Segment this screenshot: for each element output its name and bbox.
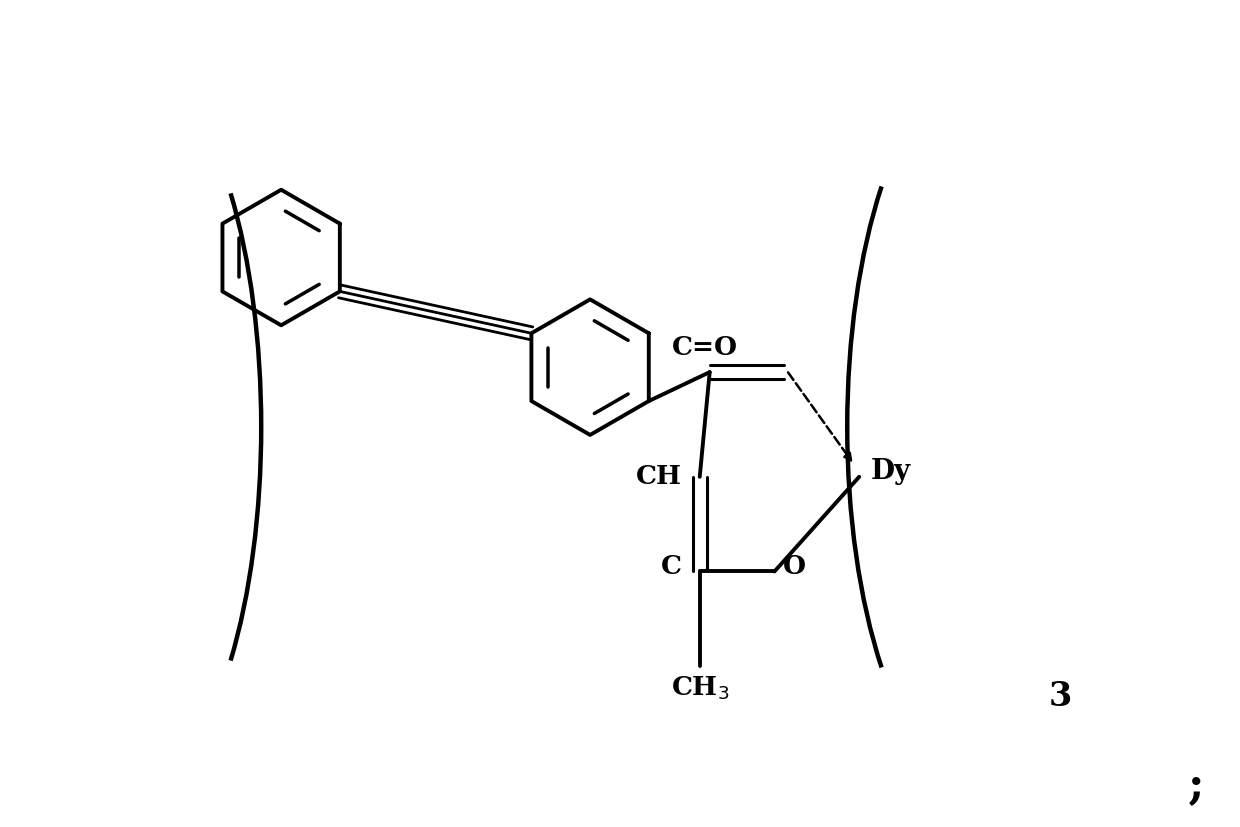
Text: O: O (782, 554, 806, 579)
Text: Dy: Dy (872, 458, 911, 485)
Text: 3: 3 (1049, 680, 1071, 713)
Text: CH: CH (636, 464, 682, 490)
Text: C: C (661, 554, 682, 579)
Text: ;: ; (1188, 764, 1204, 807)
Text: CH$_3$: CH$_3$ (671, 674, 729, 701)
Text: C=O: C=O (672, 335, 738, 361)
